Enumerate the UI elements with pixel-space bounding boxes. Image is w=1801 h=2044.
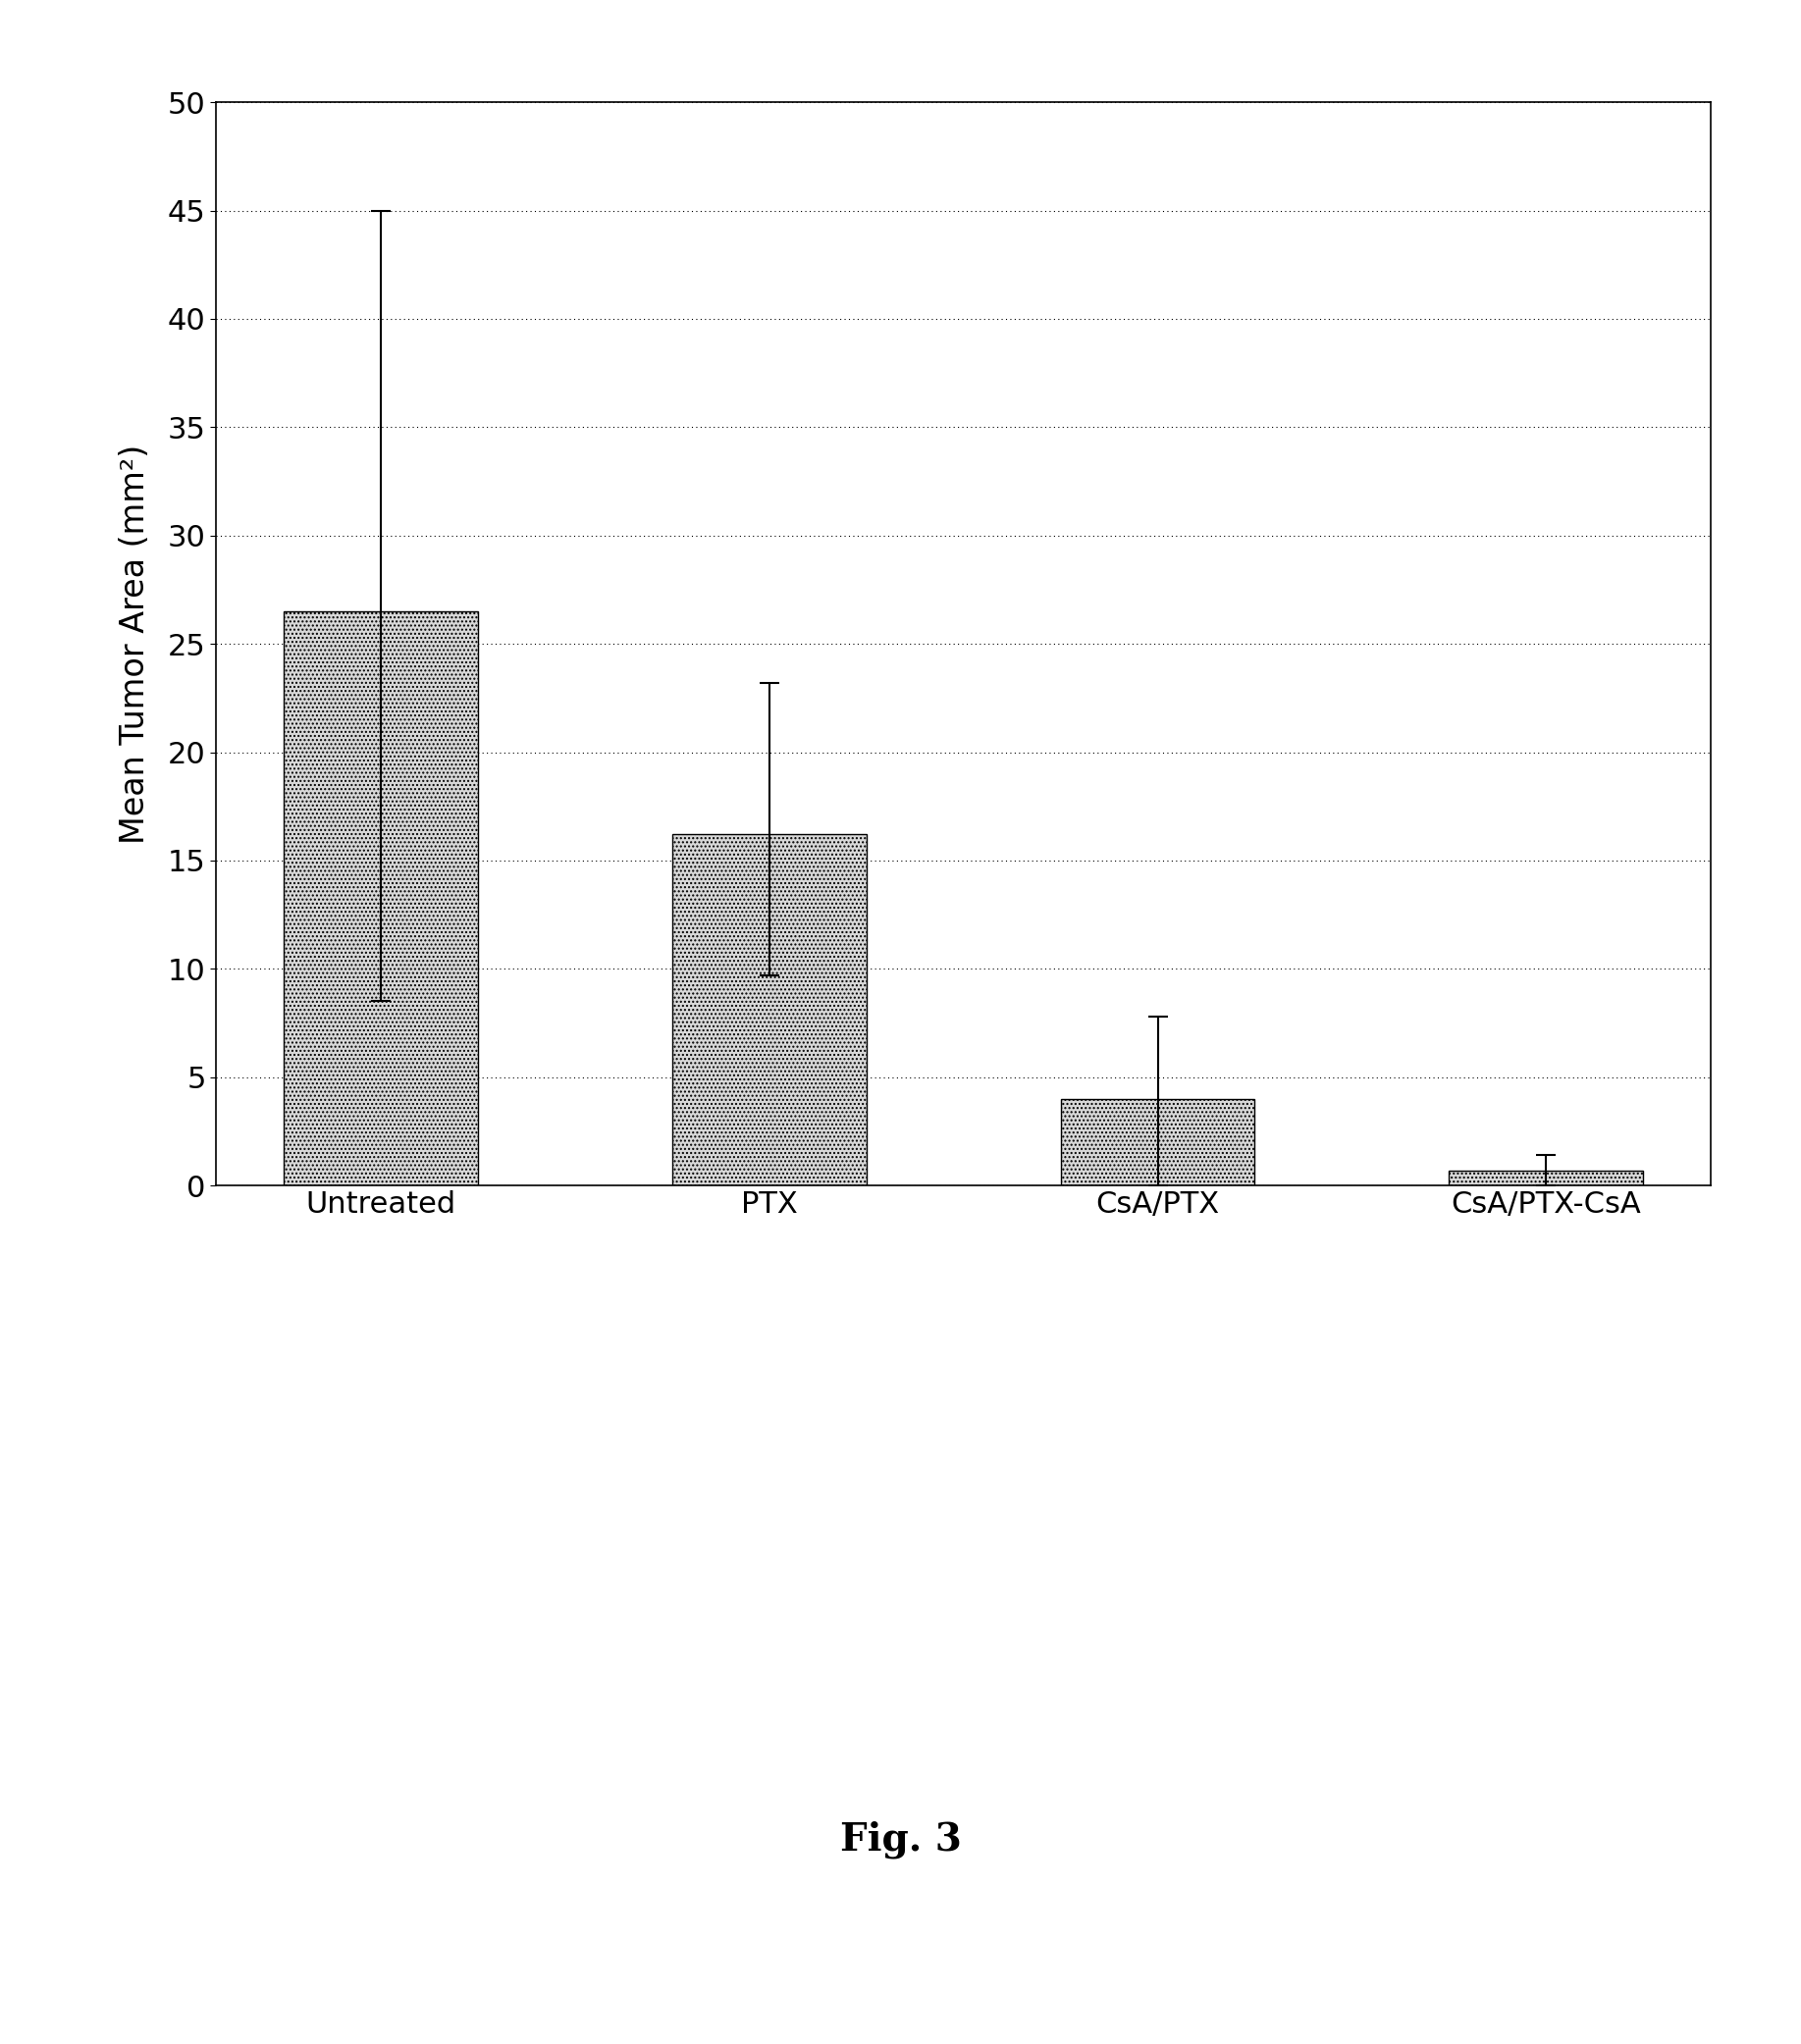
Text: Fig. 3: Fig. 3 [839,1821,962,1858]
Bar [1061,1100,1255,1186]
Bar [672,834,866,1186]
Bar [1448,1171,1643,1186]
Bar [285,611,479,1186]
Y-axis label: Mean Tumor Area (mm²): Mean Tumor Area (mm²) [119,444,151,844]
